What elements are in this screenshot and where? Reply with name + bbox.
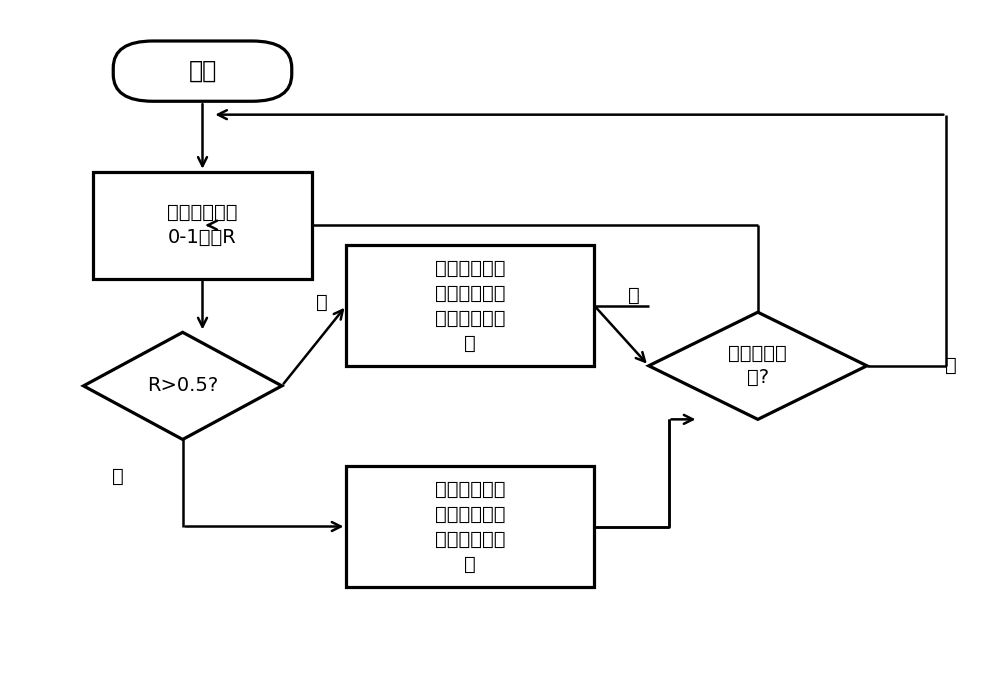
- Text: 随机生成一个
0-1的数R: 随机生成一个 0-1的数R: [167, 203, 238, 247]
- Text: 是: 是: [945, 356, 957, 376]
- Text: 否: 否: [112, 466, 124, 485]
- Bar: [93, 172, 312, 279]
- Bar: [346, 245, 594, 366]
- Bar: [346, 466, 594, 586]
- Text: R>0.5?: R>0.5?: [147, 376, 218, 395]
- Polygon shape: [649, 312, 867, 420]
- Text: 否: 否: [628, 286, 640, 305]
- Text: 注入较低频率
信号以及生成
对应的解调信
号: 注入较低频率 信号以及生成 对应的解调信 号: [435, 479, 506, 574]
- Text: 是: 是: [316, 293, 327, 312]
- Text: 注入较高频率
信号以及生成
对应的解调信
号: 注入较高频率 信号以及生成 对应的解调信 号: [435, 258, 506, 353]
- Text: 开始: 开始: [188, 59, 217, 83]
- FancyBboxPatch shape: [113, 41, 292, 101]
- Text: 完成一个周
期?: 完成一个周 期?: [728, 344, 787, 387]
- Polygon shape: [84, 332, 282, 439]
